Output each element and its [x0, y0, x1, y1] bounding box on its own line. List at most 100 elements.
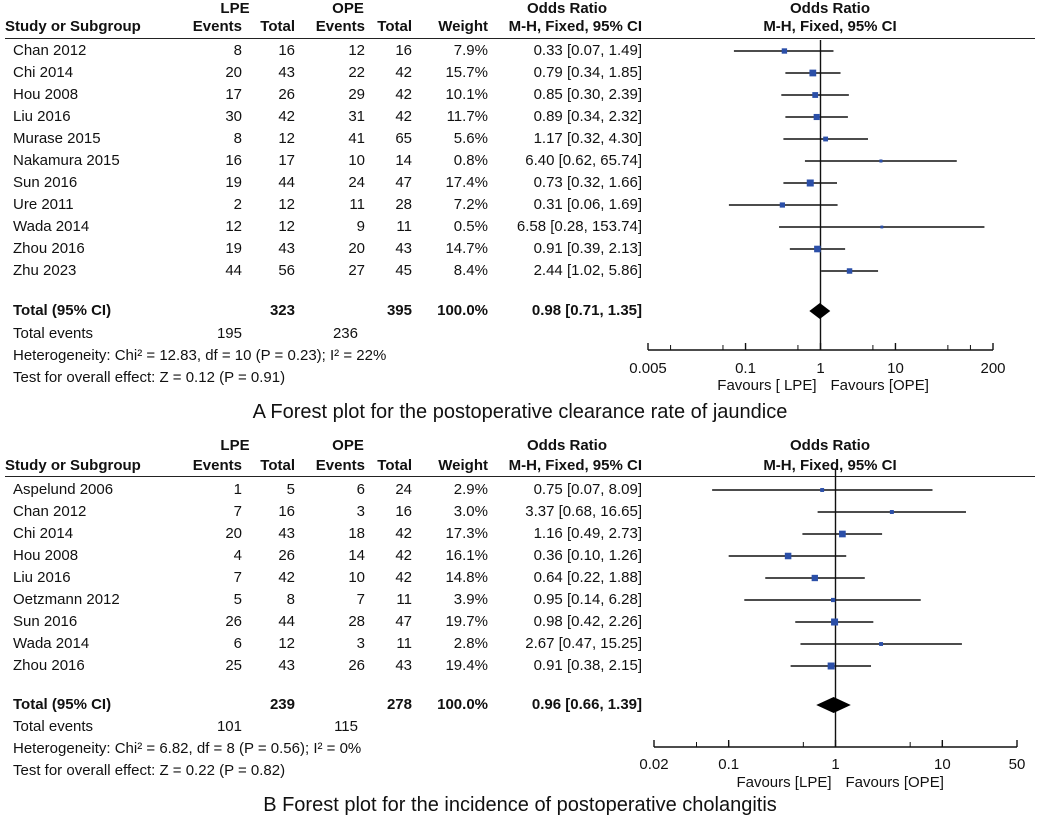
study-total-ope: 11 [396, 635, 412, 652]
study-name: Sun 2016 [13, 613, 78, 630]
study-total-ope: 42 [395, 525, 412, 542]
figure-caption: A Forest plot for the postoperative clea… [252, 401, 788, 423]
study-weight: 17.3% [445, 525, 488, 542]
total-weight: 100.0% [437, 696, 488, 713]
study-total-lpe: 44 [278, 174, 295, 191]
study-or-ci: 2.67 [0.47, 15.25] [525, 635, 642, 652]
study-events-lpe: 2 [233, 196, 242, 213]
forest-plot-svg: 0.005 0.1 1 10 200 Favours [ LPE] Favours [OPE… [629, 40, 1006, 394]
study-events-ope: 7 [356, 591, 365, 608]
study-weight: 2.9% [453, 481, 488, 498]
header-events-lpe: Events [192, 457, 242, 474]
study-total-lpe: 43 [278, 657, 295, 674]
study-total-lpe: 8 [286, 591, 295, 608]
study-events-ope: 11 [349, 196, 365, 213]
study-name: Chan 2012 [13, 42, 87, 59]
study-events-ope: 12 [348, 42, 365, 59]
study-total-ope: 11 [396, 591, 412, 608]
header-method: M-H, Fixed, 95% CI [508, 457, 642, 474]
study-weight: 10.1% [445, 86, 488, 103]
study-weight: 3.0% [453, 503, 488, 520]
study-total-ope: 42 [395, 108, 412, 125]
favours-right-label: Favours [OPE] [831, 377, 929, 394]
study-events-ope: 41 [348, 130, 365, 147]
study-events-ope: 28 [348, 613, 365, 630]
study-marker [879, 159, 883, 163]
tick-label: 1 [831, 756, 839, 773]
study-total-ope: 43 [395, 657, 412, 674]
total-events-label: Total events [13, 718, 94, 735]
forest-plot-a: LPE OPE Odds Ratio Odds Ratio Study or Subgr… [5, 0, 1035, 423]
study-name: Wada 2014 [13, 218, 90, 235]
study-weight: 16.1% [445, 547, 488, 564]
header-group-ope: OPE [332, 437, 364, 454]
study-events-lpe: 8 [233, 130, 242, 147]
study-marker [784, 552, 792, 560]
study-total-lpe: 12 [278, 218, 295, 235]
study-marker [889, 510, 894, 514]
header-odds-ratio: Odds Ratio [526, 437, 607, 454]
total-events-ope: 115 [334, 718, 358, 735]
study-events-ope: 3 [356, 503, 365, 520]
study-name: Zhu 2023 [13, 262, 77, 279]
study-total-lpe: 44 [278, 613, 295, 630]
study-events-lpe: 25 [225, 657, 242, 674]
study-or-ci: 3.37 [0.68, 16.65] [525, 503, 642, 520]
study-or-ci: 0.85 [0.30, 2.39] [533, 86, 642, 103]
study-or-ci: 0.33 [0.07, 1.49] [533, 42, 642, 59]
study-or-ci: 0.95 [0.14, 6.28] [533, 591, 642, 608]
study-total-ope: 14 [395, 152, 412, 169]
study-total-lpe: 43 [278, 525, 295, 542]
tick-label: 10 [887, 360, 904, 377]
study-total-ope: 65 [395, 130, 412, 147]
study-total-lpe: 12 [278, 130, 295, 147]
study-events-ope: 6 [356, 481, 365, 498]
header-rule [5, 476, 1035, 477]
header-group-ope: OPE [332, 0, 364, 17]
total-label: Total (95% CI) [13, 696, 112, 713]
favours-left-label: Favours [ LPE] [717, 377, 816, 394]
tick-label: 0.1 [718, 756, 739, 773]
study-name: Hou 2008 [13, 547, 79, 564]
study-events-lpe: 6 [233, 635, 242, 652]
total-ope: 278 [386, 696, 412, 713]
study-or-ci: 0.79 [0.34, 1.85] [533, 64, 642, 81]
study-weight: 19.7% [445, 613, 488, 630]
study-total-lpe: 26 [278, 547, 295, 564]
overall-effect-text: Test for overall effect: Z = 0.12 (P = 0… [13, 369, 286, 386]
study-name: Chi 2014 [13, 525, 74, 542]
header-weight: Weight [438, 18, 488, 35]
plot-header-odds-ratio: Odds Ratio [789, 0, 870, 17]
tick-label: 200 [980, 360, 1005, 377]
study-total-lpe: 17 [278, 152, 295, 169]
total-label: Total (95% CI) [13, 302, 112, 319]
total-lpe: 239 [269, 696, 295, 713]
study-marker [812, 92, 819, 98]
header-group-lpe: LPE [220, 0, 250, 17]
header-method: M-H, Fixed, 95% CI [508, 18, 642, 35]
study-name: Liu 2016 [13, 569, 71, 586]
study-total-ope: 45 [395, 262, 412, 279]
study-weight: 11.7% [446, 108, 488, 125]
study-events-lpe: 20 [225, 64, 242, 81]
study-events-ope: 31 [348, 108, 365, 125]
study-total-ope: 42 [395, 547, 412, 564]
study-or-ci: 6.58 [0.28, 153.74] [516, 218, 642, 235]
study-name: Zhou 2016 [13, 240, 85, 257]
header-events-ope: Events [315, 18, 365, 35]
study-weight: 7.2% [453, 196, 488, 213]
study-events-lpe: 19 [225, 174, 242, 191]
study-weight: 3.9% [453, 591, 488, 608]
plot-header-method: M-H, Fixed, 95% CI [763, 18, 897, 35]
study-events-ope: 3 [356, 635, 365, 652]
study-total-lpe: 16 [278, 503, 295, 520]
study-or-ci: 0.98 [0.42, 2.26] [533, 613, 642, 630]
header-total-lpe: Total [260, 457, 295, 474]
study-marker [811, 574, 818, 582]
study-events-ope: 27 [348, 262, 365, 279]
study-events-lpe: 5 [233, 591, 242, 608]
tick-label: 1 [816, 360, 824, 377]
study-weight: 7.9% [453, 42, 488, 59]
study-events-lpe: 20 [225, 525, 242, 542]
study-total-lpe: 43 [278, 64, 295, 81]
